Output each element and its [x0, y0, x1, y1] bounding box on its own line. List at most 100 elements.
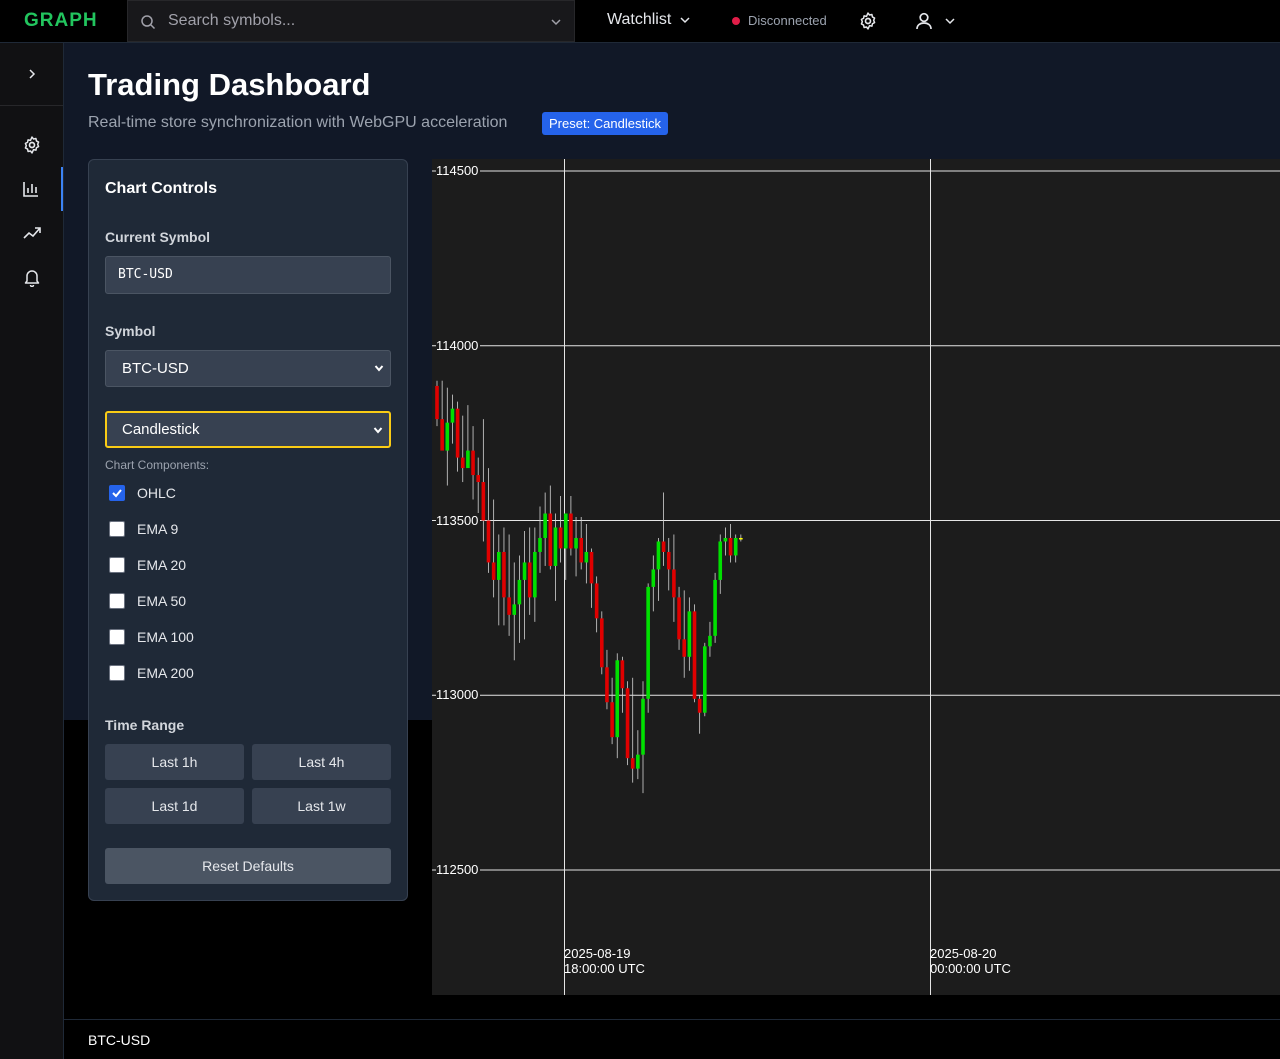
candle-body: [677, 597, 681, 640]
reset-defaults-button[interactable]: Reset Defaults: [105, 848, 391, 884]
candle-body: [728, 537, 733, 556]
candle: [697, 695, 702, 734]
trending-up-icon: [22, 227, 41, 239]
candle: [723, 527, 728, 556]
component-ohlc[interactable]: OHLC: [109, 485, 176, 501]
candle: [533, 527, 537, 622]
chart-canvas[interactable]: [432, 159, 1280, 995]
sidebar-expand-button[interactable]: [0, 43, 63, 106]
candle: [605, 649, 609, 710]
sidebar-item-trends[interactable]: [0, 211, 63, 255]
component-ema-20[interactable]: EMA 20: [109, 557, 186, 573]
candle-body: [517, 579, 522, 605]
time-range-1d-button[interactable]: Last 1d: [105, 788, 244, 824]
search-input[interactable]: [168, 1, 538, 41]
checkbox[interactable]: [109, 485, 125, 501]
candle: [636, 730, 640, 780]
gear-icon[interactable]: [858, 11, 878, 31]
candle: [491, 499, 496, 598]
candle: [728, 523, 733, 563]
x-tick-date: 2025-08-19: [564, 946, 631, 961]
current-symbol-label: Current Symbol: [105, 229, 211, 245]
chevron-down-icon: [680, 17, 690, 24]
candle-body: [600, 618, 604, 668]
checkbox[interactable]: [109, 629, 125, 645]
component-ema-50[interactable]: EMA 50: [109, 593, 186, 609]
candle-body: [713, 579, 717, 636]
component-ema-200[interactable]: EMA 200: [109, 665, 194, 681]
chart-type-select[interactable]: Candlestick: [105, 411, 391, 448]
candle-body: [548, 513, 553, 566]
time-range-1w-button[interactable]: Last 1w: [252, 788, 391, 824]
checkbox[interactable]: [109, 521, 125, 537]
time-range-4h-button[interactable]: Last 4h: [252, 744, 391, 780]
candle: [538, 506, 542, 573]
candle: [625, 681, 630, 766]
candle-body: [733, 537, 738, 556]
candle: [548, 485, 553, 570]
candle-body: [579, 537, 583, 563]
watchlist-menu[interactable]: Watchlist: [607, 11, 691, 29]
sidebar-item-alerts[interactable]: [0, 255, 63, 299]
y-axis-tick-label: 113000: [436, 687, 481, 702]
candle: [517, 555, 522, 643]
candle-body: [481, 482, 486, 521]
sidebar: [0, 43, 64, 1059]
candle: [646, 583, 650, 713]
y-axis-tick-label: 112500: [436, 862, 481, 877]
candle: [620, 656, 625, 713]
candle-body: [610, 702, 614, 738]
candle-body: [625, 688, 630, 759]
candle: [543, 492, 547, 566]
checkbox[interactable]: [109, 593, 125, 609]
candle: [708, 621, 712, 657]
candle-body: [641, 698, 645, 755]
candle: [589, 548, 594, 608]
bar-chart-icon: [22, 182, 38, 197]
candle-body: [703, 646, 707, 713]
time-range-1h-button[interactable]: Last 1h: [105, 744, 244, 780]
checkbox[interactable]: [109, 557, 125, 573]
candle: [522, 530, 527, 640]
candle-body: [486, 520, 491, 563]
sidebar-item-settings[interactable]: [0, 123, 63, 167]
candle: [733, 534, 738, 563]
top-bar: GRAPH Watchlist Disconnected: [0, 0, 1280, 43]
component-ema-9[interactable]: EMA 9: [109, 521, 178, 537]
status-dot-icon: [732, 16, 740, 25]
candle: [574, 517, 578, 577]
candle-body: [708, 635, 712, 647]
footer-symbol: BTC-USD: [88, 1032, 151, 1048]
candle-body: [574, 537, 578, 549]
candle-body: [666, 551, 671, 570]
candle-body: [718, 541, 723, 580]
symbol-select-value: BTC-USD: [122, 360, 189, 377]
component-label: EMA 20: [137, 557, 187, 573]
checkbox[interactable]: [109, 665, 125, 681]
candlestick-chart[interactable]: 114500 114000 113500 113000 112500 2025-…: [432, 159, 1280, 995]
candle-body: [455, 408, 460, 458]
candle-body: [497, 551, 501, 580]
x-tick-time: 00:00:00 UTC: [930, 961, 1011, 976]
candle: [600, 611, 604, 675]
component-ema-100[interactable]: EMA 100: [109, 629, 194, 645]
candle-body: [620, 660, 625, 689]
user-menu[interactable]: [914, 11, 956, 31]
app-logo[interactable]: GRAPH: [24, 10, 98, 31]
search-icon: [141, 15, 156, 30]
panel-title: Chart Controls: [105, 180, 217, 197]
candle: [672, 534, 676, 622]
symbol-search[interactable]: [127, 0, 575, 42]
candle: [440, 380, 444, 451]
y-axis-tick-label: 113500: [436, 513, 481, 528]
y-axis-tick-label: 114000: [436, 338, 481, 353]
candle-body: [651, 569, 656, 587]
chevron-down-icon[interactable]: [550, 16, 562, 28]
sidebar-item-charts[interactable]: [0, 167, 63, 211]
component-label: OHLC: [137, 485, 176, 501]
symbol-select[interactable]: BTC-USD: [105, 350, 391, 387]
chart-type-select-value: Candlestick: [122, 421, 200, 438]
current-symbol-field: BTC-USD: [105, 256, 391, 294]
bell-icon: [24, 270, 39, 287]
candle: [713, 572, 717, 643]
